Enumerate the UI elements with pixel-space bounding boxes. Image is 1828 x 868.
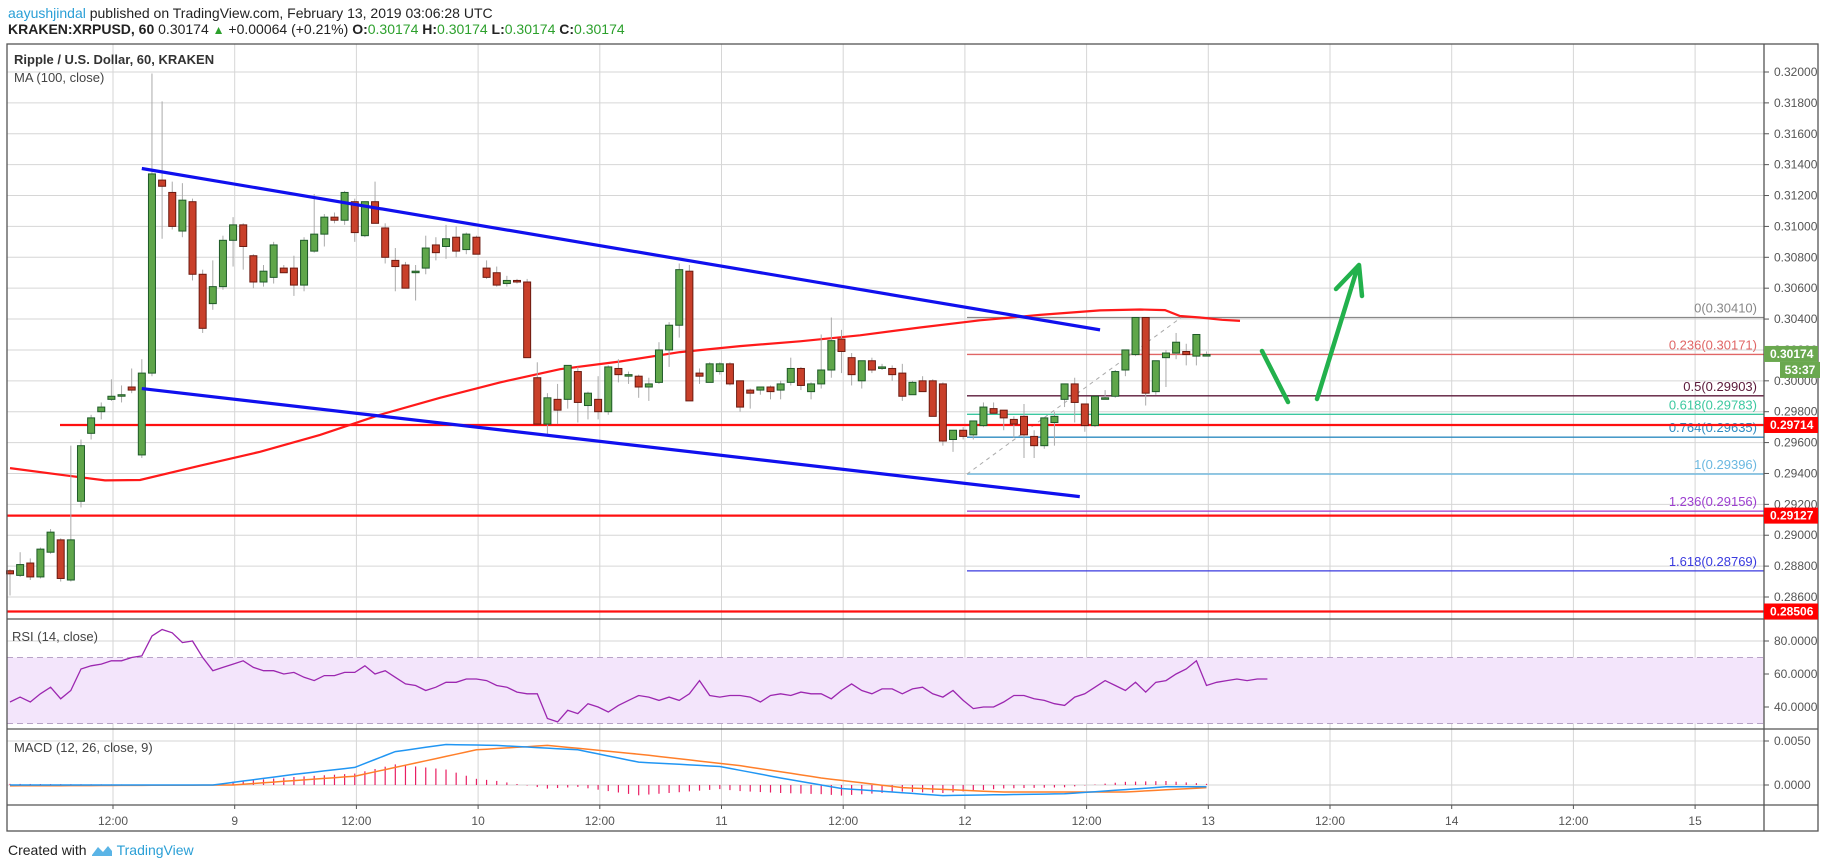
svg-text:9: 9	[231, 814, 238, 828]
svg-text:53:37: 53:37	[1785, 363, 1816, 377]
author-link[interactable]: aayushjindal	[8, 5, 86, 21]
high-value: 0.30174	[437, 21, 488, 37]
svg-text:0.31200: 0.31200	[1774, 189, 1818, 203]
close-value: 0.30174	[574, 21, 625, 37]
published-text: published on TradingView.com, February 1…	[85, 5, 493, 21]
svg-text:0(0.30410): 0(0.30410)	[1694, 301, 1757, 316]
svg-text:0.30400: 0.30400	[1774, 312, 1818, 326]
svg-text:1.618(0.28769): 1.618(0.28769)	[1669, 554, 1757, 569]
svg-text:0.29800: 0.29800	[1774, 405, 1818, 419]
svg-text:14: 14	[1445, 814, 1459, 828]
rsi-band	[7, 657, 1764, 724]
svg-text:13: 13	[1202, 814, 1216, 828]
candlestick-series	[6, 73, 1211, 596]
svg-text:0.31600: 0.31600	[1774, 127, 1818, 141]
svg-text:11: 11	[715, 814, 728, 828]
svg-text:0.236(0.30171): 0.236(0.30171)	[1669, 337, 1757, 352]
svg-text:12:00: 12:00	[828, 814, 858, 828]
svg-text:12:00: 12:00	[1315, 814, 1345, 828]
svg-text:0.5(0.29903): 0.5(0.29903)	[1683, 379, 1757, 394]
svg-text:10: 10	[471, 814, 485, 828]
footer: Created with TradingView	[8, 842, 194, 858]
svg-text:0.29600: 0.29600	[1774, 436, 1818, 450]
svg-text:0.28800: 0.28800	[1774, 559, 1818, 573]
svg-text:MA (100, close): MA (100, close)	[14, 70, 104, 85]
svg-text:0.29127: 0.29127	[1770, 509, 1814, 523]
horizontal-support-lines[interactable]	[7, 423, 1764, 613]
svg-text:0.28600: 0.28600	[1774, 590, 1818, 604]
svg-text:1.236(0.29156): 1.236(0.29156)	[1669, 494, 1757, 509]
pane-borders	[6, 43, 1819, 832]
svg-text:0.30600: 0.30600	[1774, 281, 1818, 295]
pane-labels: Ripple / U.S. Dollar, 60, KRAKEN MA (100,…	[12, 52, 214, 755]
svg-text:0.31800: 0.31800	[1774, 96, 1818, 110]
svg-text:12:00: 12:00	[341, 814, 371, 828]
svg-text:12: 12	[958, 814, 972, 828]
svg-text:0.28506: 0.28506	[1770, 605, 1814, 619]
svg-text:0.30800: 0.30800	[1774, 250, 1818, 264]
low-value: 0.30174	[504, 21, 556, 37]
close-label: C:	[559, 21, 575, 37]
svg-text:0.32000: 0.32000	[1774, 65, 1818, 79]
svg-text:0.29714: 0.29714	[1770, 418, 1814, 432]
up-arrow-icon: ▲	[212, 23, 225, 37]
svg-text:RSI (14, close): RSI (14, close)	[12, 629, 98, 644]
symbol-quote-line: KRAKEN:XRPUSD, 60 0.30174 ▲ +0.00064 (+0…	[8, 21, 625, 37]
svg-text:12:00: 12:00	[585, 814, 615, 828]
svg-text:Ripple / U.S. Dollar, 60, KRAK: Ripple / U.S. Dollar, 60, KRAKEN	[14, 52, 214, 67]
tradingview-logo-icon	[91, 846, 112, 856]
forecast-arrow-drawing[interactable]	[1259, 262, 1365, 405]
high-label: H:	[422, 21, 438, 37]
trendlines[interactable]	[141, 166, 1101, 499]
svg-text:MACD (12, 26, close, 9): MACD (12, 26, close, 9)	[14, 740, 153, 755]
svg-text:0.764(0.29635): 0.764(0.29635)	[1669, 420, 1757, 435]
svg-text:60.0000: 60.0000	[1774, 667, 1818, 681]
macd-lines	[9, 743, 1208, 797]
svg-text:1(0.29396): 1(0.29396)	[1694, 457, 1757, 472]
publish-info: aayushjindal published on TradingView.co…	[8, 5, 493, 21]
last-price: 0.30174	[158, 21, 209, 37]
price-axis[interactable]: 0.32000 0.31800 0.31600 0.31400 0.31200 0.310…	[1764, 65, 1820, 792]
price-change: +0.00064 (+0.21%)	[228, 21, 349, 37]
svg-text:12:00: 12:00	[98, 814, 128, 828]
svg-text:0.30174: 0.30174	[1770, 347, 1814, 361]
svg-text:80.0000: 80.0000	[1774, 634, 1818, 648]
svg-text:40.0000: 40.0000	[1774, 700, 1818, 714]
open-label: O:	[352, 21, 368, 37]
created-with-text: Created with	[8, 842, 87, 858]
svg-text:15: 15	[1688, 814, 1702, 828]
svg-text:12:00: 12:00	[1558, 814, 1588, 828]
svg-text:0.31400: 0.31400	[1774, 158, 1818, 172]
svg-text:12:00: 12:00	[1072, 814, 1102, 828]
svg-text:0.0050: 0.0050	[1774, 734, 1811, 748]
svg-text:0.29400: 0.29400	[1774, 466, 1818, 480]
svg-text:0.29000: 0.29000	[1774, 528, 1818, 542]
low-label: L:	[491, 21, 505, 37]
moving-average-line	[9, 308, 1241, 482]
rsi-line	[9, 628, 1268, 723]
svg-text:0.31000: 0.31000	[1774, 219, 1818, 233]
svg-text:0.0000: 0.0000	[1774, 778, 1811, 792]
svg-text:0.618(0.29783): 0.618(0.29783)	[1669, 397, 1757, 412]
open-value: 0.30174	[367, 21, 419, 37]
symbol-label: KRAKEN:XRPUSD, 60	[8, 21, 155, 37]
time-axis[interactable]: 12:00 9 12:00 10 12:00 11 12:00 12 12:00 13 12:00 1…	[98, 805, 1702, 828]
tradingview-brand-link[interactable]: TradingView	[116, 842, 194, 858]
